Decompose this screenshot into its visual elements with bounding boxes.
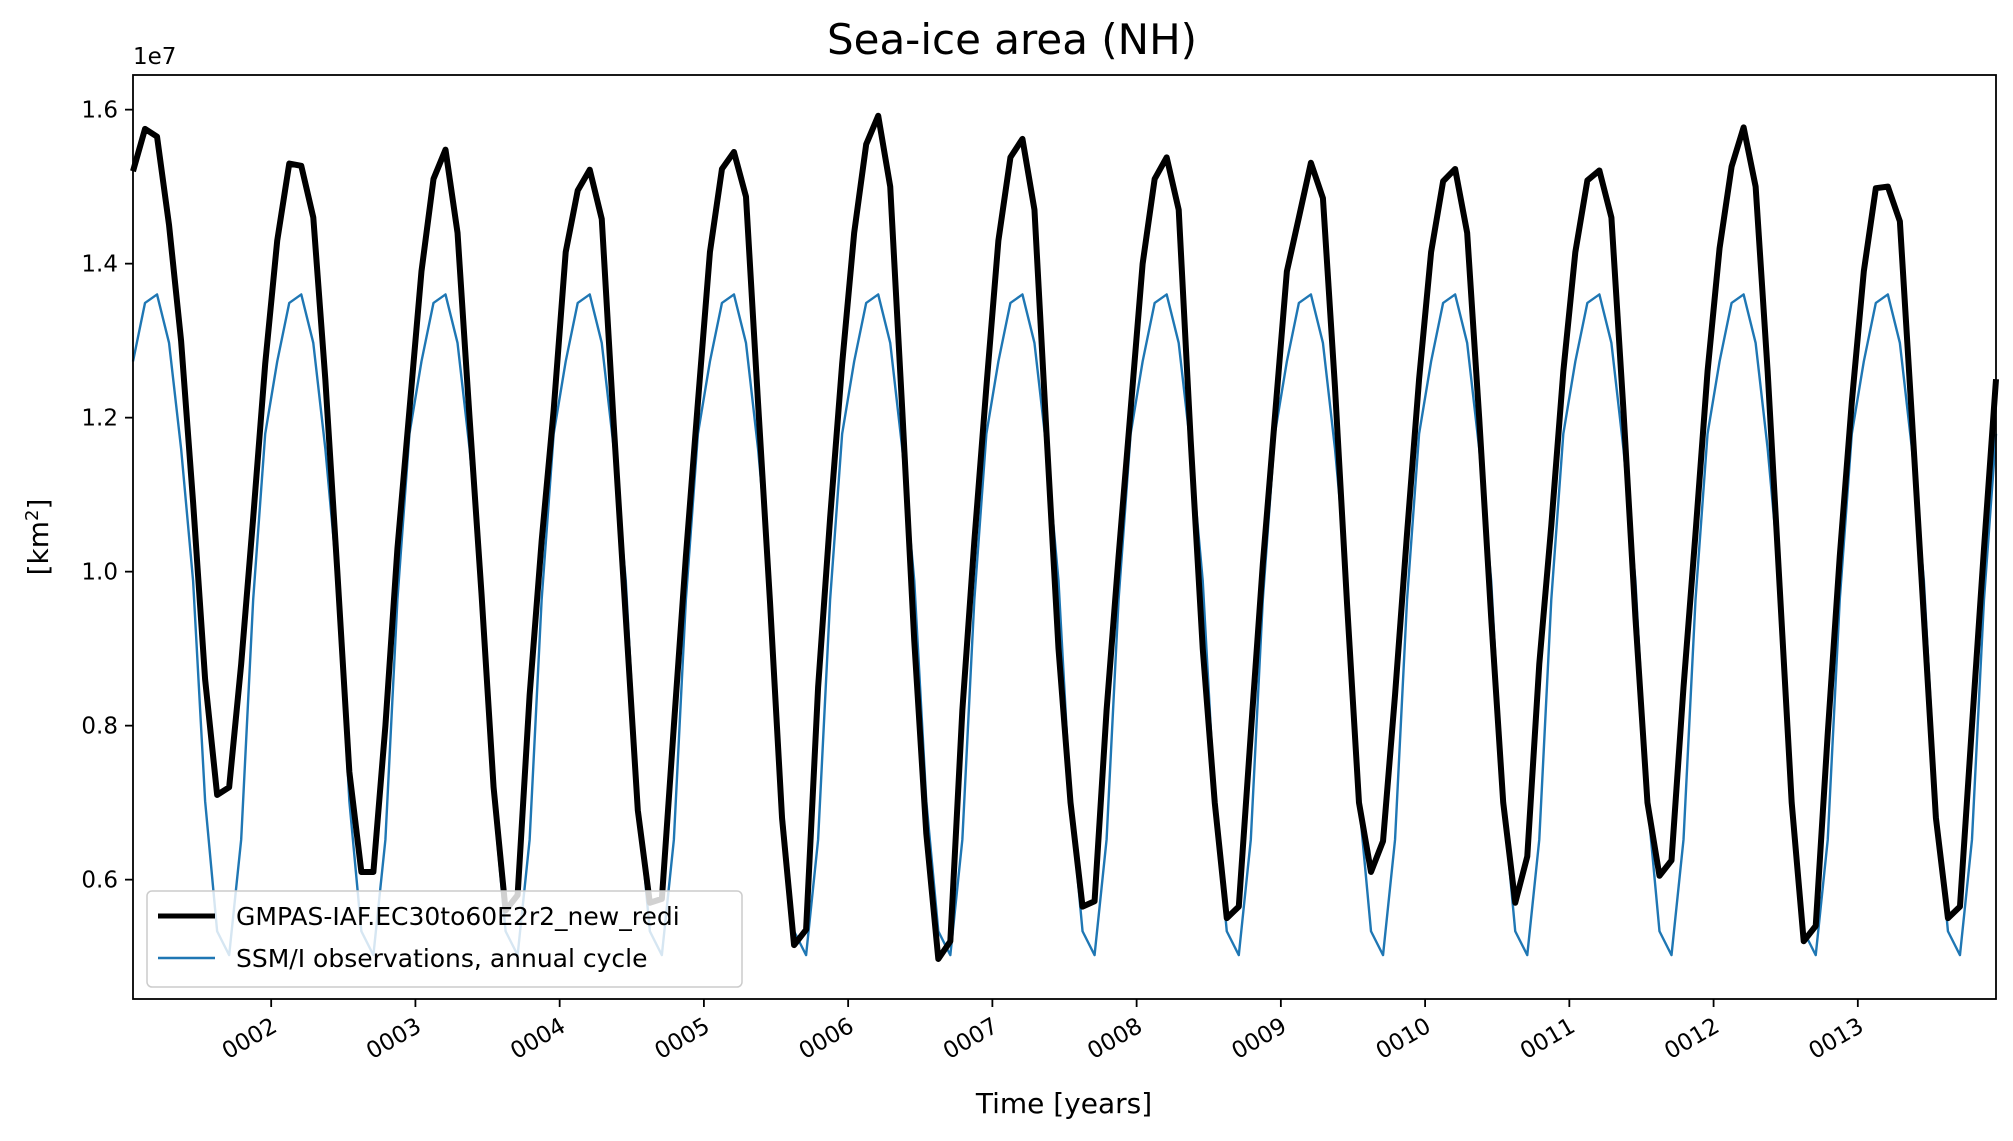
y-scale-offset-label: 1e7 [133,44,176,70]
y-tick-label: 1.4 [81,252,118,278]
x-tick-label: 0002 [218,1013,282,1065]
x-tick-label: 0003 [362,1013,426,1065]
chart-title: Sea-ice area (NH) [827,15,1197,64]
y-axis-label-superscript: 2 [22,510,43,521]
x-tick-label: 0008 [1083,1013,1147,1065]
plot-lines [130,112,2000,962]
y-axis-label-main: [km [22,521,55,575]
x-tick-label: 0004 [506,1013,570,1065]
x-tick-label: 0013 [1804,1013,1868,1065]
x-axis-label: Time [years] [975,1087,1152,1120]
y-tick-label: 1.0 [81,560,118,586]
x-tick-label: 0009 [1228,1013,1292,1065]
x-tick-label: 0010 [1372,1013,1436,1065]
x-tick-label: 0006 [795,1013,859,1065]
legend-model-label: GMPAS-IAF.EC30to60E2r2_new_redi [236,902,680,931]
x-tick-label: 0011 [1516,1013,1580,1065]
y-tick-label: 0.8 [81,714,118,740]
y-axis-ticks: 0.6 0.8 1.0 1.2 1.4 1.6 [81,98,133,894]
y-axis-label: [km2] [22,499,56,576]
legend-observations-label: SSM/I observations, annual cycle [236,944,648,973]
legend: GMPAS-IAF.EC30to60E2r2_new_redi SSM/I ob… [146,890,743,988]
y-tick-label: 1.2 [81,406,118,432]
plot-frame [132,74,1997,1000]
y-axis-label-close: ] [22,499,55,510]
y-tick-label: 1.6 [81,98,118,124]
model-series-line [130,112,2000,962]
legend-box [146,890,743,988]
x-tick-label: 0007 [939,1013,1003,1065]
y-tick-label: 0.6 [81,868,118,894]
x-tick-label: 0005 [651,1013,715,1065]
x-axis-ticks: 0002 0003 0004 0005 0006 0007 0008 0009 0010 0011… [218,999,1868,1065]
x-tick-label: 0012 [1660,1013,1724,1065]
